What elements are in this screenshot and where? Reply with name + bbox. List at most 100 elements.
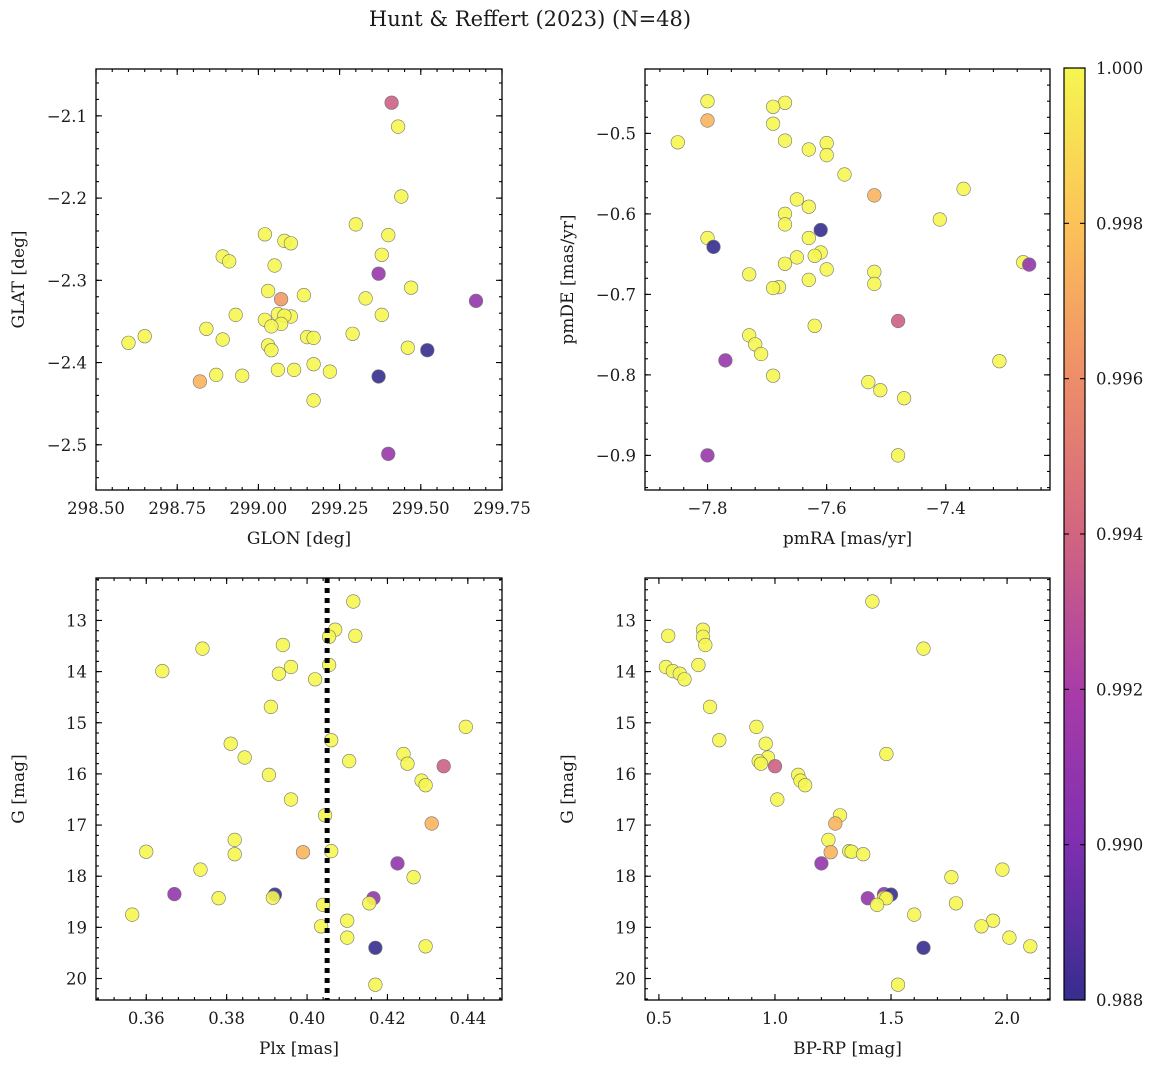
x-tick-label: 299.75 bbox=[473, 499, 531, 518]
data-point bbox=[856, 847, 871, 862]
y-tick-label: 16 bbox=[615, 765, 636, 784]
data-point bbox=[362, 896, 377, 911]
data-point bbox=[391, 119, 406, 134]
data-point bbox=[974, 919, 989, 934]
colorbar-tick-label: 0.988 bbox=[1096, 991, 1143, 1010]
y-tick-label: 14 bbox=[66, 663, 87, 682]
data-point bbox=[209, 367, 224, 383]
data-point bbox=[777, 256, 793, 271]
data-point bbox=[765, 280, 781, 296]
data-point bbox=[223, 736, 238, 751]
y-tick-label: 15 bbox=[66, 714, 87, 733]
data-point bbox=[261, 283, 276, 299]
data-point bbox=[814, 856, 829, 871]
data-point bbox=[700, 94, 715, 109]
scatter-points bbox=[658, 594, 1038, 992]
colorbar-tick-label: 0.998 bbox=[1096, 214, 1143, 233]
data-point bbox=[837, 167, 852, 182]
data-point bbox=[869, 897, 885, 913]
data-point bbox=[700, 448, 715, 463]
data-point bbox=[263, 699, 279, 715]
data-point bbox=[907, 907, 922, 922]
axis-ticks bbox=[96, 578, 502, 1000]
y-tick-label: 20 bbox=[66, 970, 87, 989]
data-point bbox=[424, 816, 439, 831]
data-point bbox=[345, 326, 360, 341]
data-point bbox=[789, 250, 805, 265]
x-tick-label: 2.0 bbox=[994, 1009, 1020, 1028]
scatter-points bbox=[670, 94, 1037, 463]
x-tick-label: 0.40 bbox=[289, 1009, 326, 1028]
data-point bbox=[777, 217, 793, 232]
data-point bbox=[879, 746, 894, 762]
data-point bbox=[296, 288, 312, 303]
y-tick-label: −2.5 bbox=[47, 436, 87, 455]
data-point bbox=[342, 753, 357, 769]
x-tick-label: 1.5 bbox=[878, 1009, 904, 1028]
data-point bbox=[324, 843, 339, 859]
data-point bbox=[215, 332, 230, 347]
data-point bbox=[789, 192, 805, 207]
data-point bbox=[264, 319, 279, 334]
y-tick-label: 13 bbox=[615, 611, 636, 630]
data-point bbox=[823, 845, 838, 860]
data-point bbox=[121, 335, 136, 350]
data-point bbox=[374, 247, 389, 262]
data-point bbox=[801, 272, 816, 288]
data-point bbox=[264, 343, 279, 358]
data-point bbox=[295, 845, 311, 860]
data-point bbox=[404, 280, 419, 295]
colorbar-tick-label: 0.996 bbox=[1096, 370, 1143, 389]
data-point bbox=[706, 239, 721, 254]
y-axis-label: G [mag] bbox=[558, 754, 578, 823]
data-point bbox=[867, 264, 882, 280]
data-point bbox=[765, 116, 781, 131]
data-point bbox=[390, 856, 405, 871]
x-tick-label: 0.5 bbox=[646, 1009, 672, 1028]
axis-ticks bbox=[95, 69, 503, 490]
data-point bbox=[368, 977, 383, 992]
data-point bbox=[436, 759, 451, 774]
data-point bbox=[283, 236, 299, 251]
axes-frame bbox=[95, 577, 503, 1001]
data-point bbox=[348, 628, 363, 643]
data-point bbox=[384, 95, 399, 110]
data-point bbox=[228, 307, 243, 323]
data-point bbox=[374, 307, 389, 323]
y-tick-label: −0.5 bbox=[596, 124, 636, 143]
data-point bbox=[702, 699, 718, 715]
data-point bbox=[777, 133, 793, 148]
data-point bbox=[306, 357, 321, 372]
data-point bbox=[192, 374, 207, 389]
scatter-points bbox=[121, 95, 484, 461]
colorbar-tick-label: 0.990 bbox=[1096, 836, 1143, 855]
panel-color-magnitude: 0.5 1.0 1.5 2.0 13 14 15 16 17 18 19 20 BP-RP [mag] G… bbox=[558, 577, 1051, 1059]
data-point bbox=[985, 913, 1001, 928]
data-point bbox=[139, 844, 154, 859]
data-point bbox=[948, 896, 964, 911]
y-tick-label: −2.3 bbox=[47, 271, 87, 290]
x-tick-label: 0.44 bbox=[449, 1009, 486, 1028]
data-point bbox=[267, 258, 282, 273]
data-point bbox=[896, 391, 912, 406]
axis-ticks bbox=[645, 578, 1050, 1000]
data-point bbox=[420, 343, 435, 358]
y-axis-label: pmDE [mas/yr] bbox=[558, 214, 578, 344]
x-axis-label: Plx [mas] bbox=[259, 1039, 339, 1059]
data-point bbox=[712, 733, 727, 748]
data-point bbox=[819, 262, 834, 277]
data-point bbox=[283, 792, 299, 807]
data-point bbox=[227, 832, 242, 848]
data-point bbox=[890, 313, 906, 329]
data-point bbox=[227, 847, 242, 862]
data-point bbox=[371, 369, 386, 384]
y-tick-label: −0.7 bbox=[596, 285, 636, 304]
y-tick-label: 13 bbox=[66, 611, 87, 630]
data-point bbox=[324, 733, 339, 748]
data-point bbox=[394, 189, 409, 204]
data-point bbox=[821, 832, 836, 848]
y-tick-label: −0.9 bbox=[596, 446, 636, 465]
data-point bbox=[867, 276, 882, 292]
data-point bbox=[797, 778, 813, 793]
data-point bbox=[371, 266, 386, 281]
